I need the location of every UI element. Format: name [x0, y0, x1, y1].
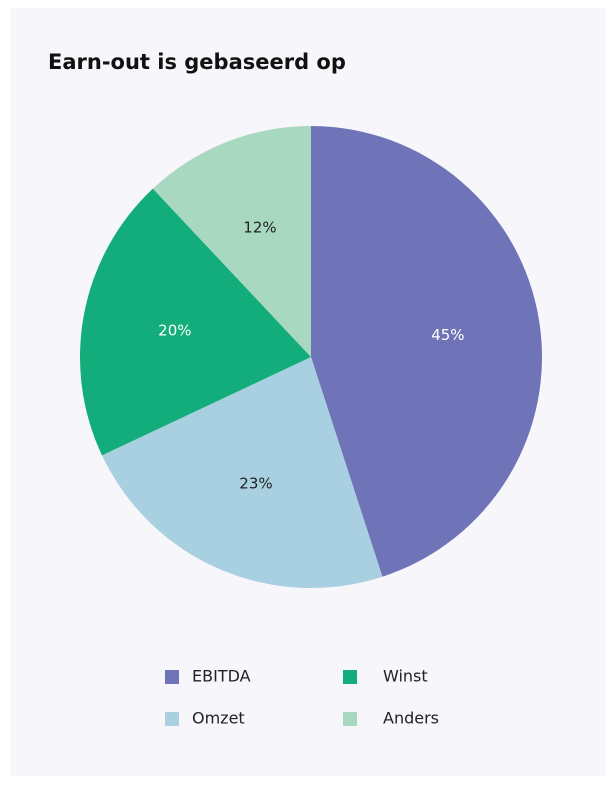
data-label: 20% — [158, 322, 191, 340]
pie-slice — [311, 126, 542, 577]
pie-slice — [80, 188, 312, 456]
legend-swatch — [165, 670, 179, 684]
pie-slice — [152, 126, 311, 357]
data-label: 12% — [243, 219, 276, 237]
data-label: 45% — [431, 326, 464, 344]
pie-slice — [101, 357, 383, 588]
legend-label: EBITDA — [192, 667, 251, 686]
chart-title: Earn-out is gebaseerd op — [48, 50, 346, 74]
legend-label: Omzet — [192, 709, 245, 728]
legend-swatch — [165, 712, 179, 726]
legend-swatch — [343, 712, 357, 726]
legend-label: Anders — [383, 709, 439, 728]
legend-label: Winst — [383, 667, 428, 686]
legend-swatch — [343, 670, 357, 684]
data-label: 23% — [239, 475, 272, 493]
